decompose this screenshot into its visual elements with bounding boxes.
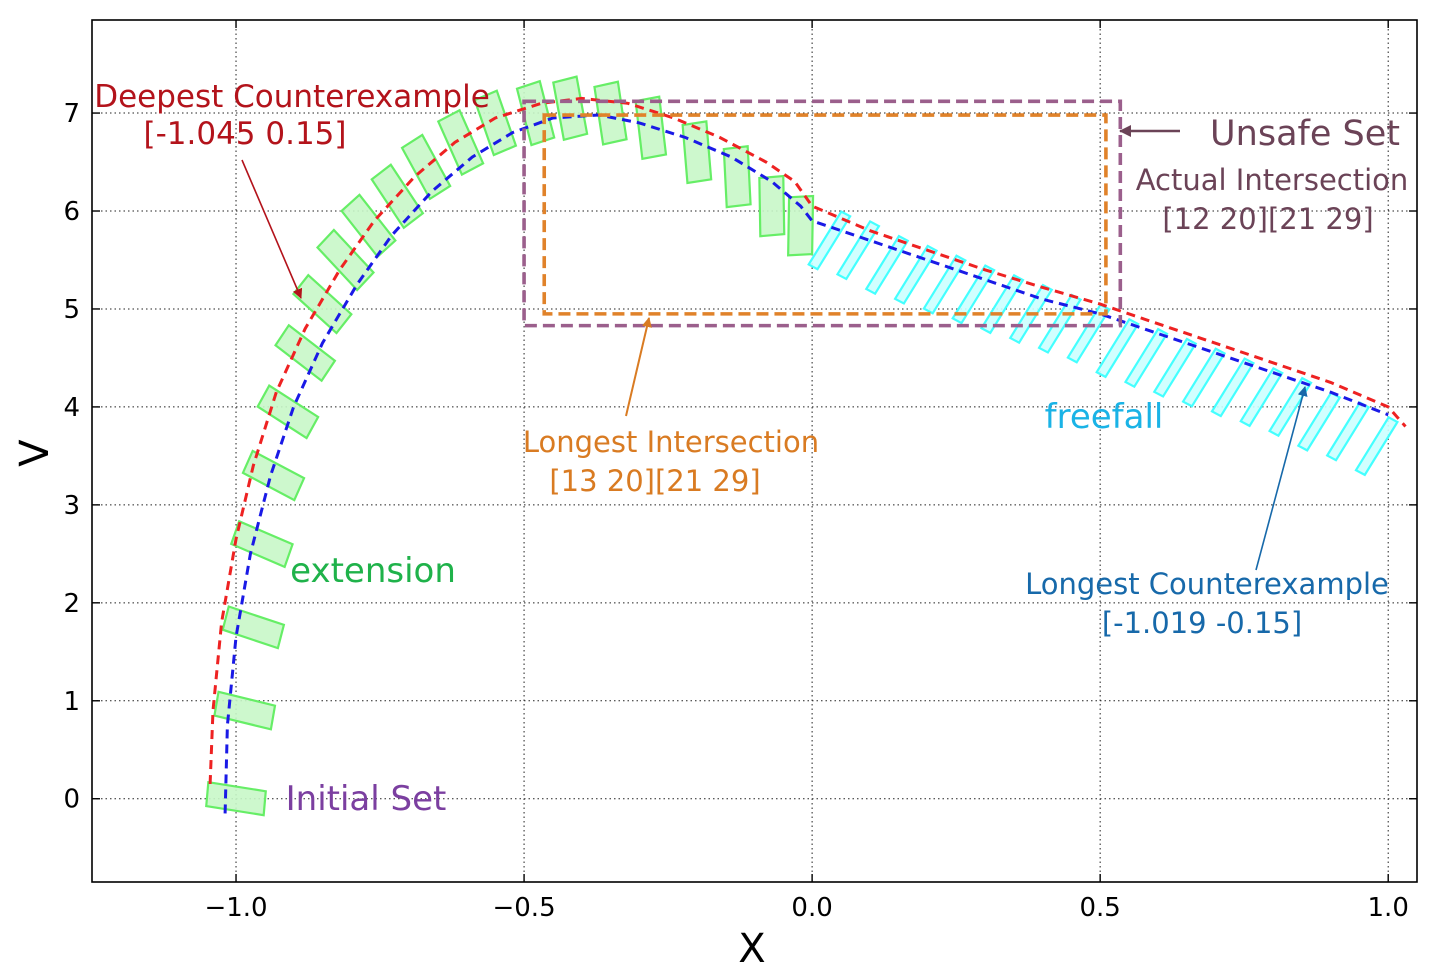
freefall-box-group	[807, 210, 852, 271]
extension-box	[681, 120, 713, 185]
actual-intersection-title: Actual Intersection	[1136, 163, 1409, 197]
freefall-box-group	[1210, 357, 1255, 418]
actual-intersection-value: [12 20][21 29]	[1162, 202, 1373, 236]
extension-box-group	[205, 780, 267, 817]
y-tick-label: 1	[63, 687, 80, 717]
extension-box	[722, 145, 752, 209]
longest-intersection-region	[542, 113, 1108, 316]
extension-box	[274, 323, 337, 383]
freefall-box	[1152, 337, 1198, 398]
extension-box-group	[400, 133, 452, 201]
y-tick-label: 5	[63, 295, 80, 325]
deepest-counterexample-title: Deepest Counterexample	[94, 79, 490, 115]
y-tick-label: 0	[63, 785, 80, 815]
extension-box	[787, 194, 815, 257]
longest-counterexample-line	[223, 113, 1389, 814]
extension-box	[205, 780, 267, 817]
freefall-box	[951, 264, 996, 325]
y-tick-label: 2	[63, 589, 80, 619]
freefall-box	[1095, 317, 1140, 379]
freefall-box-group	[1181, 347, 1227, 408]
unsafe-set-label: Unsafe Set	[1210, 114, 1400, 154]
freefall-box	[1181, 347, 1227, 408]
extension-box-group	[241, 449, 306, 502]
freefall-box-group	[951, 264, 996, 325]
freefall-box-group	[864, 234, 910, 296]
freefall-box	[922, 254, 967, 315]
extension-box-group	[274, 323, 337, 383]
deepest-arrow	[241, 159, 303, 299]
extension-box-group	[787, 194, 815, 257]
x-tick-label: −1.0	[204, 893, 267, 923]
freefall-box	[1354, 415, 1399, 477]
extension-box-group	[681, 120, 713, 185]
freefall-box	[864, 234, 910, 296]
regions	[522, 99, 1123, 328]
extension-box	[473, 89, 518, 157]
longest-counterexample-arrow	[1255, 386, 1308, 571]
longest-counterexample-value: [-1.019 -0.15]	[1102, 606, 1302, 640]
freefall-box	[807, 210, 852, 271]
extension-box-group	[473, 89, 518, 157]
freefall-box	[835, 219, 881, 281]
freefall-box-group	[1095, 317, 1140, 379]
longest-intersection-title: Longest Intersection	[523, 425, 819, 459]
freefall-box-group	[835, 219, 881, 281]
unsafe-set-region	[522, 99, 1123, 328]
y-tick-label: 7	[63, 99, 80, 129]
x-tick-label: −0.5	[492, 893, 555, 923]
deepest-counterexample-line	[208, 96, 1407, 785]
extension-box-group	[229, 519, 294, 569]
longest-intersection-arrow	[625, 317, 652, 417]
deepest-counterexample-value: [-1.045 0.15]	[144, 116, 347, 152]
freefall-box-group	[1354, 415, 1399, 477]
extension-box	[400, 133, 452, 201]
initial-set-label: Initial Set	[286, 779, 447, 819]
freefall-box-group	[893, 244, 939, 305]
axis-ticks: −1.0 −0.5 0.0 0.5 1.0 0 1 2 3 4 5 6 7	[63, 20, 1417, 923]
extension-box	[241, 449, 306, 502]
freefall-box-group	[1123, 327, 1169, 389]
plot-frame	[91, 19, 1418, 883]
freefall-box	[893, 244, 939, 305]
extension-box	[758, 174, 786, 238]
freefall-box	[1123, 327, 1169, 389]
longest-intersection-value: [13 20][21 29]	[549, 464, 760, 498]
y-tick-label: 3	[63, 491, 80, 521]
x-tick-label: 0.0	[791, 893, 832, 923]
series-lines	[208, 96, 1407, 814]
freefall-label: freefall	[1045, 397, 1164, 437]
x-axis-label: X	[738, 926, 765, 972]
freefall-box	[1239, 366, 1284, 428]
plot-area	[92, 20, 1417, 882]
x-tick-label: 1.0	[1368, 893, 1409, 923]
extension-label: extension	[290, 551, 456, 591]
freefall-box-group	[1239, 366, 1284, 428]
extension-box	[229, 519, 294, 569]
x-tick-label: 0.5	[1079, 893, 1120, 923]
extension-box-group	[758, 174, 786, 238]
y-axis-label: V	[12, 439, 58, 467]
y-tick-label: 4	[63, 393, 80, 423]
longest-counterexample-title: Longest Counterexample	[1025, 567, 1389, 601]
freefall-box	[1210, 357, 1255, 418]
freefall-box-group	[922, 254, 967, 315]
extension-box-group	[722, 145, 752, 209]
y-tick-label: 6	[63, 197, 80, 227]
freefall-box-group	[1152, 337, 1198, 398]
